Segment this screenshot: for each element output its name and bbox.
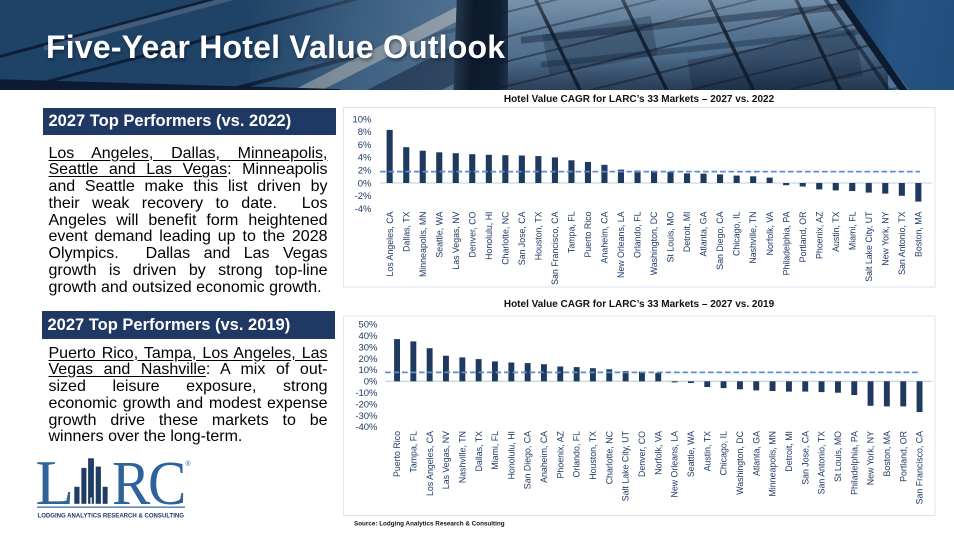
- svg-text:Houston, TX: Houston, TX: [534, 211, 544, 260]
- svg-text:San Francisco, CA: San Francisco, CA: [550, 211, 560, 284]
- svg-text:0%: 0%: [358, 178, 372, 189]
- svg-text:Nashville, TN: Nashville, TN: [457, 431, 467, 483]
- svg-text:San Antonio, TX: San Antonio, TX: [897, 211, 907, 275]
- svg-text:New Orleans, LA: New Orleans, LA: [670, 431, 680, 498]
- svg-text:Washington, DC: Washington, DC: [649, 211, 659, 275]
- svg-text:Philadelphia, PA: Philadelphia, PA: [849, 431, 859, 495]
- svg-text:LODGING ANALYTICS RESEARCH & C: LODGING ANALYTICS RESEARCH & CONSULTING: [38, 513, 185, 520]
- svg-text:Chicago, IL: Chicago, IL: [719, 431, 729, 476]
- svg-text:Phoenix, AZ: Phoenix, AZ: [814, 211, 824, 259]
- svg-text:New York, NY: New York, NY: [866, 431, 876, 485]
- svg-text:Salt Lake City, UT: Salt Lake City, UT: [621, 430, 631, 501]
- svg-text:Norfolk, VA: Norfolk, VA: [653, 431, 663, 475]
- svg-text:-4%: -4%: [355, 204, 372, 215]
- svg-text:Austin, TX: Austin, TX: [702, 431, 712, 472]
- svg-text:20%: 20%: [358, 354, 378, 365]
- svg-text:Los Angeles, CA: Los Angeles, CA: [385, 211, 395, 276]
- svg-text:Seattle, WA: Seattle, WA: [434, 211, 444, 257]
- svg-text:Minneapolis, MN: Minneapolis, MN: [418, 212, 428, 278]
- svg-text:Anaheim, CA: Anaheim, CA: [539, 431, 549, 483]
- svg-text:Honolulu, HI: Honolulu, HI: [506, 431, 516, 479]
- svg-text:Austin, TX: Austin, TX: [831, 211, 841, 252]
- svg-text:Dallas, TX: Dallas, TX: [474, 431, 484, 472]
- svg-text:Washington, DC: Washington, DC: [735, 430, 745, 494]
- svg-text:Honolulu, HI: Honolulu, HI: [484, 212, 494, 260]
- svg-text:San Francisco, CA: San Francisco, CA: [915, 431, 925, 504]
- svg-text:Puerto Rico: Puerto Rico: [392, 431, 402, 477]
- svg-text:Puerto Rico: Puerto Rico: [583, 211, 593, 257]
- svg-text:Boston, MA: Boston, MA: [913, 211, 923, 257]
- svg-text:-10%: -10%: [355, 388, 378, 399]
- svg-text:New York, NY: New York, NY: [880, 211, 890, 265]
- svg-text:San Jose, CA: San Jose, CA: [800, 431, 810, 485]
- svg-text:Anaheim, CA: Anaheim, CA: [600, 211, 610, 263]
- svg-text:Miami, FL: Miami, FL: [847, 211, 857, 250]
- svg-text:Las Vegas, NV: Las Vegas, NV: [441, 431, 451, 489]
- svg-text:Minneapolis, MN: Minneapolis, MN: [768, 431, 778, 497]
- svg-text:New Orleans, LA: New Orleans, LA: [616, 211, 626, 278]
- svg-text:8%: 8%: [358, 127, 372, 138]
- svg-text:6%: 6%: [358, 140, 372, 151]
- svg-text:Seattle, WA: Seattle, WA: [686, 431, 696, 477]
- svg-text:Tampa, FL: Tampa, FL: [408, 431, 418, 473]
- svg-text:Portland, OR: Portland, OR: [798, 212, 808, 263]
- svg-text:Detroit, MI: Detroit, MI: [682, 212, 692, 253]
- svg-text:30%: 30%: [358, 342, 378, 353]
- svg-text:San Jose, CA: San Jose, CA: [517, 211, 527, 265]
- svg-text:10%: 10%: [352, 114, 372, 125]
- svg-text:St Louis, MO: St Louis, MO: [833, 431, 843, 482]
- svg-text:Atlanta, GA: Atlanta, GA: [751, 431, 761, 476]
- svg-text:San Antonio, TX: San Antonio, TX: [817, 431, 827, 495]
- svg-text:Phoenix, AZ: Phoenix, AZ: [555, 430, 565, 478]
- svg-text:RC: RC: [112, 450, 184, 518]
- svg-text:-2%: -2%: [355, 191, 372, 202]
- svg-text:Denver, CO: Denver, CO: [637, 431, 647, 477]
- svg-text:Charlotte, NC: Charlotte, NC: [500, 211, 510, 265]
- svg-text:50%: 50%: [358, 320, 378, 331]
- svg-text:Portland, OR: Portland, OR: [898, 431, 908, 482]
- svg-text:2%: 2%: [358, 166, 372, 177]
- svg-text:Orlando, FL: Orlando, FL: [633, 211, 643, 258]
- svg-text:L: L: [36, 448, 74, 518]
- svg-text:Philadelphia, PA: Philadelphia, PA: [781, 211, 791, 275]
- svg-text:Miami, FL: Miami, FL: [490, 431, 500, 470]
- svg-text:San Diego, CA: San Diego, CA: [715, 211, 725, 269]
- svg-text:40%: 40%: [358, 331, 378, 342]
- svg-text:St Louis, MO: St Louis, MO: [666, 211, 676, 262]
- svg-text:-40%: -40%: [355, 422, 378, 433]
- svg-text:Chicago, IL: Chicago, IL: [732, 211, 742, 256]
- svg-text:-30%: -30%: [355, 411, 378, 422]
- svg-text:Boston, MA: Boston, MA: [882, 431, 892, 477]
- svg-text:Atlanta, GA: Atlanta, GA: [699, 211, 709, 256]
- svg-text:4%: 4%: [358, 153, 372, 164]
- svg-text:Norfolk, VA: Norfolk, VA: [765, 211, 775, 255]
- svg-text:Detroit, MI: Detroit, MI: [784, 431, 794, 472]
- svg-text:Salt Lake City, UT: Salt Lake City, UT: [864, 211, 874, 282]
- svg-text:Hotel Value CAGR for LARC’s 33: Hotel Value CAGR for LARC’s 33 Markets –…: [504, 299, 775, 310]
- svg-text:Las Vegas, NV: Las Vegas, NV: [451, 211, 461, 269]
- svg-text:-20%: -20%: [355, 399, 378, 410]
- svg-text:Hotel Value CAGR for LARC’s 33: Hotel Value CAGR for LARC’s 33 Markets –…: [504, 94, 775, 105]
- svg-text:Tampa, FL: Tampa, FL: [567, 211, 577, 253]
- svg-text:Dallas, TX: Dallas, TX: [401, 211, 411, 252]
- svg-text:10%: 10%: [358, 365, 378, 376]
- svg-text:Orlando, FL: Orlando, FL: [572, 431, 582, 478]
- svg-text:Nashville, TN: Nashville, TN: [748, 212, 758, 264]
- svg-text:San Diego, CA: San Diego, CA: [523, 431, 533, 489]
- svg-text:Houston, TX: Houston, TX: [588, 431, 598, 480]
- svg-text:Source: Lodging Analytics Rese: Source: Lodging Analytics Research & Con…: [354, 521, 505, 528]
- svg-text:Charlotte, NC: Charlotte, NC: [604, 430, 614, 484]
- svg-text:Denver, CO: Denver, CO: [467, 211, 477, 257]
- svg-text:0%: 0%: [364, 377, 378, 388]
- svg-text:®: ®: [186, 460, 192, 468]
- svg-text:Los Angeles, CA: Los Angeles, CA: [425, 431, 435, 496]
